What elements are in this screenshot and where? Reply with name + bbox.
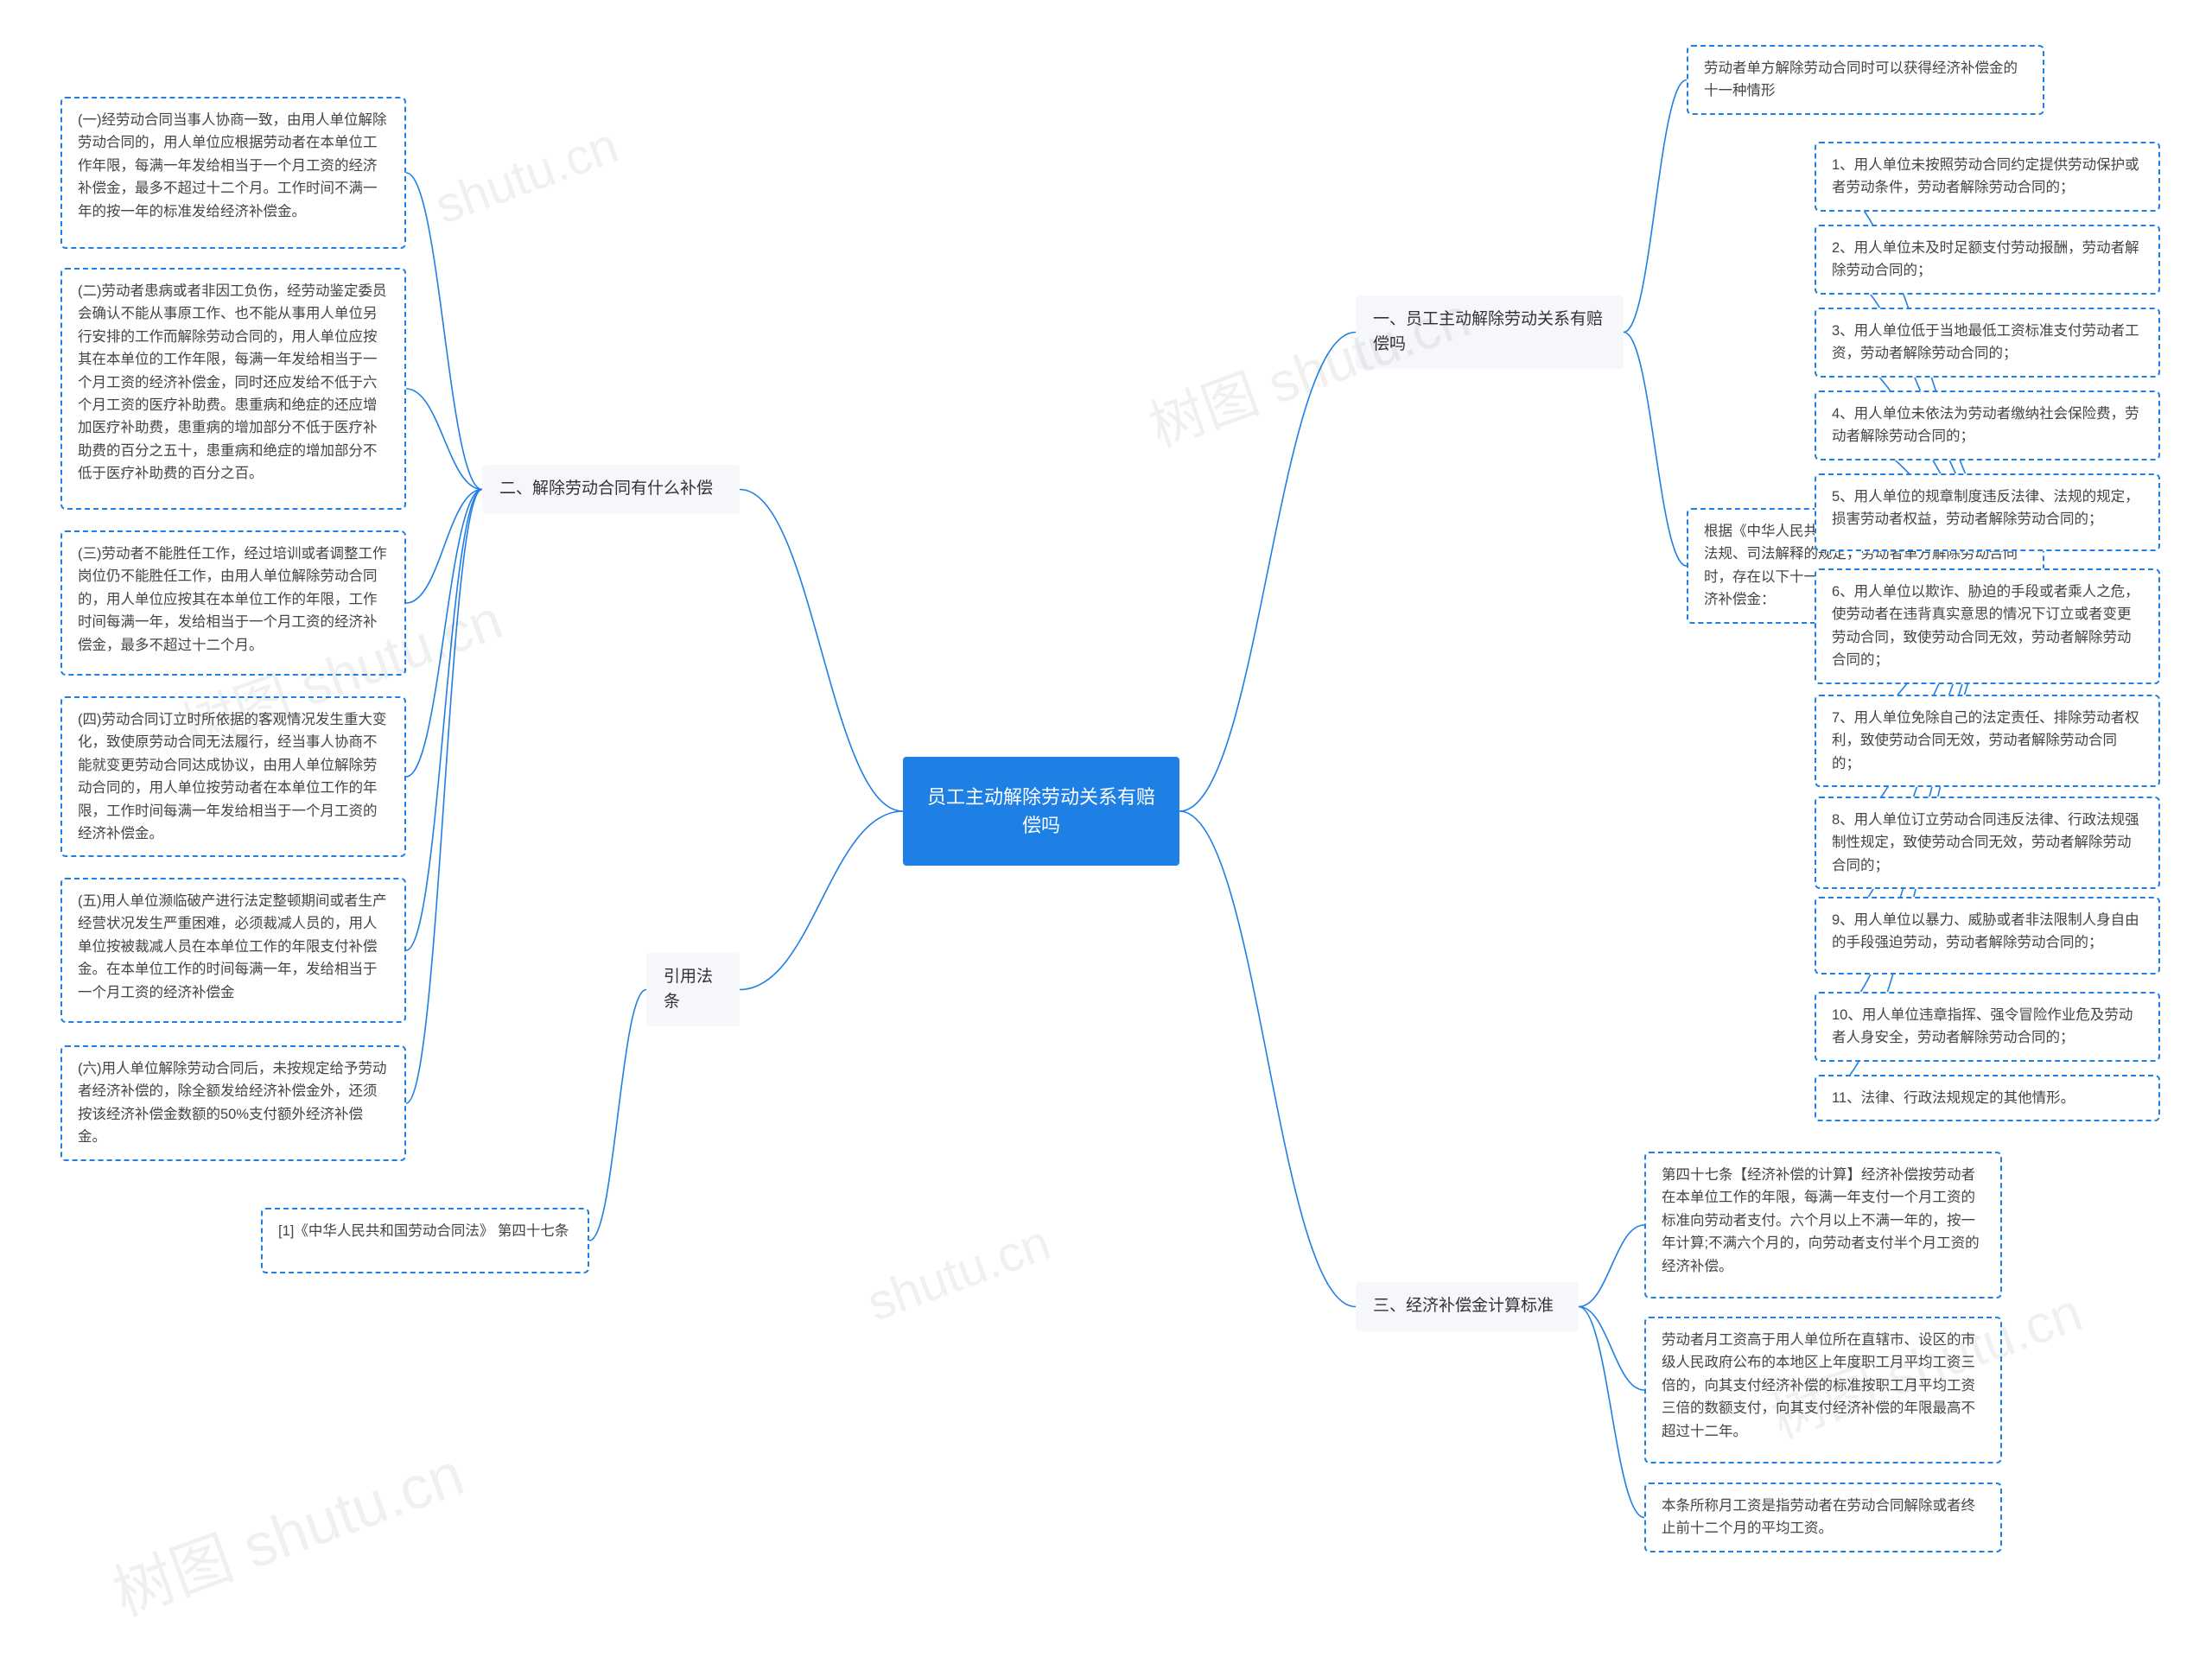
leaf-s1_c5: 5、用人单位的规章制度违反法律、法规的规定，损害劳动者权益，劳动者解除劳动合同的… <box>1815 473 2160 551</box>
leaf-s2_e: (五)用人单位濒临破产进行法定整顿期间或者生产经营状况发生严重困难，必须裁减人员… <box>60 878 406 1023</box>
watermark: 树图 shutu.cn <box>100 1426 474 1634</box>
watermark: shutu.cn <box>860 1214 1058 1333</box>
leaf-s3_c: 本条所称月工资是指劳动者在劳动合同解除或者终止前十二个月的平均工资。 <box>1644 1482 2002 1552</box>
connector <box>740 490 903 812</box>
leaf-s3_a: 第四十七条【经济补偿的计算】经济补偿按劳动者在本单位工作的年限，每满一年支付一个… <box>1644 1152 2002 1298</box>
connector <box>406 490 482 951</box>
leaf-s1_c4: 4、用人单位未依法为劳动者缴纳社会保险费，劳动者解除劳动合同的； <box>1815 390 2160 460</box>
leaf-s2_a: (一)经劳动合同当事人协商一致，由用人单位解除劳动合同的，用人单位应根据劳动者在… <box>60 97 406 249</box>
section-cite: 引用法条 <box>646 953 740 1026</box>
leaf-s1_c10: 10、用人单位违章指挥、强令冒险作业危及劳动者人身安全，劳动者解除劳动合同的； <box>1815 992 2160 1062</box>
section-s2: 二、解除劳动合同有什么补偿 <box>482 465 740 514</box>
leaf-s1_c6: 6、用人单位以欺诈、胁迫的手段或者乘人之危，使劳动者在违背真实意思的情况下订立或… <box>1815 568 2160 684</box>
leaf-s1_c11: 11、法律、行政法规规定的其他情形。 <box>1815 1075 2160 1121</box>
connector <box>406 173 482 490</box>
leaf-s1_c3: 3、用人单位低于当地最低工资标准支付劳动者工资，劳动者解除劳动合同的； <box>1815 308 2160 378</box>
leaf-s2_b: (二)劳动者患病或者非因工负伤，经劳动鉴定委员会确认不能从事原工作、也不能从事用… <box>60 268 406 510</box>
root-node: 员工主动解除劳动关系有赔偿吗 <box>903 757 1179 866</box>
connector <box>406 389 482 490</box>
leaf-s1_c2: 2、用人单位未及时足额支付劳动报酬，劳动者解除劳动合同的； <box>1815 225 2160 295</box>
leaf-s3_b: 劳动者月工资高于用人单位所在直辖市、设区的市级人民政府公布的本地区上年度职工月平… <box>1644 1317 2002 1463</box>
connector <box>1579 1225 1644 1307</box>
connector <box>1179 333 1356 812</box>
section-s1: 一、员工主动解除劳动关系有赔偿吗 <box>1356 295 1624 369</box>
mindmap-canvas: 员工主动解除劳动关系有赔偿吗 一、员工主动解除劳动关系有赔偿吗二、解除劳动合同有什… <box>0 0 2212 1657</box>
connector <box>1179 811 1356 1307</box>
leaf-s1_c7: 7、用人单位免除自己的法定责任、排除劳动者权利，致使劳动合同无效，劳动者解除劳动… <box>1815 695 2160 787</box>
section-s3: 三、经济补偿金计算标准 <box>1356 1282 1579 1331</box>
connector <box>1624 333 1687 567</box>
connector <box>406 490 482 1104</box>
leaf-s1_c8: 8、用人单位订立劳动合同违反法律、行政法规强制性规定，致使劳动合同无效，劳动者解… <box>1815 797 2160 889</box>
connector <box>1624 80 1687 333</box>
connector <box>406 490 482 604</box>
connector <box>406 490 482 778</box>
connector <box>589 990 646 1241</box>
leaf-s1_c9: 9、用人单位以暴力、威胁或者非法限制人身自由的手段强迫劳动，劳动者解除劳动合同的… <box>1815 897 2160 975</box>
leaf-cite_a: [1]《中华人民共和国劳动合同法》 第四十七条 <box>261 1208 589 1273</box>
leaf-s2_f: (六)用人单位解除劳动合同后，未按规定给予劳动者经济补偿的，除全额发给经济补偿金… <box>60 1045 406 1161</box>
connector <box>740 811 903 990</box>
leaf-s1_a: 劳动者单方解除劳动合同时可以获得经济补偿金的十一种情形 <box>1687 45 2044 115</box>
watermark: shutu.cn <box>428 117 626 236</box>
leaf-s2_c: (三)劳动者不能胜任工作，经过培训或者调整工作岗位仍不能胜任工作，由用人单位解除… <box>60 530 406 676</box>
leaf-s1_c1: 1、用人单位未按照劳动合同约定提供劳动保护或者劳动条件，劳动者解除劳动合同的； <box>1815 142 2160 212</box>
connector <box>1579 1307 1644 1391</box>
leaf-s2_d: (四)劳动合同订立时所依据的客观情况发生重大变化，致使原劳动合同无法履行，经当事… <box>60 696 406 857</box>
connector <box>1579 1307 1644 1518</box>
